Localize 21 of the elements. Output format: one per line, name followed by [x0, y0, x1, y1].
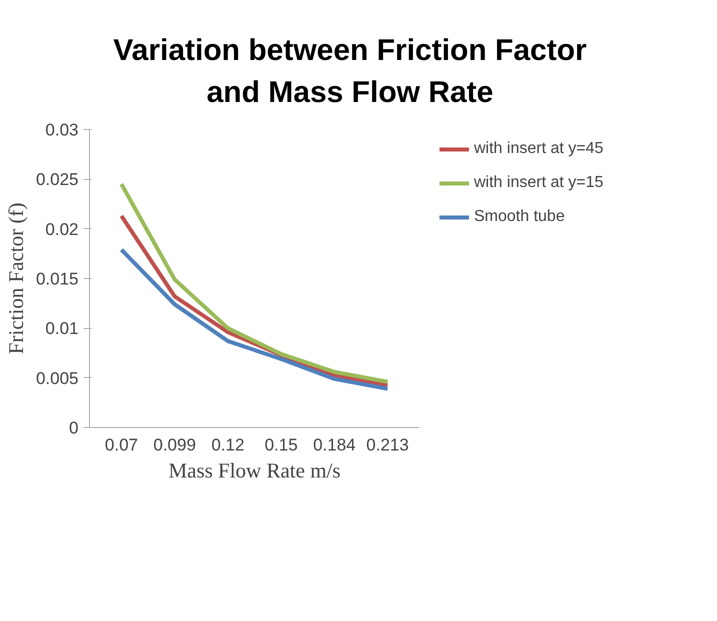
line-series	[119, 182, 390, 384]
x-tick-label: 0.15	[264, 436, 298, 454]
legend-label: Smooth tube	[474, 208, 565, 226]
y-axis-title: Friction Factor (f)	[4, 202, 28, 354]
y-tick-label: 0.005	[36, 368, 79, 388]
y-tick-label: 0.03	[45, 120, 79, 140]
legend-label: with insert at y=15	[474, 174, 604, 192]
chart-title: Variation between Friction Factor and Mass Flow Rate	[112, 33, 588, 111]
x-tick-label: 0.213	[366, 436, 409, 454]
y-tick-label: 0.02	[45, 220, 79, 239]
line-series	[119, 248, 390, 391]
x-tick-label: 0.12	[211, 436, 244, 454]
x-axis-title: Mass Flow Rate m/s	[168, 458, 341, 482]
y-tick-label: 0	[69, 418, 79, 438]
y-tick-label: 0.025	[36, 170, 79, 190]
y-tick-label: 0.015	[36, 270, 79, 288]
legend-label: with insert at y=45	[474, 140, 604, 158]
y-tick-label: 0.01	[45, 319, 79, 338]
x-tick-label: 0.07	[104, 436, 138, 454]
x-tick-label: 0.184	[313, 436, 356, 454]
x-tick-label: 0.099	[153, 436, 196, 454]
